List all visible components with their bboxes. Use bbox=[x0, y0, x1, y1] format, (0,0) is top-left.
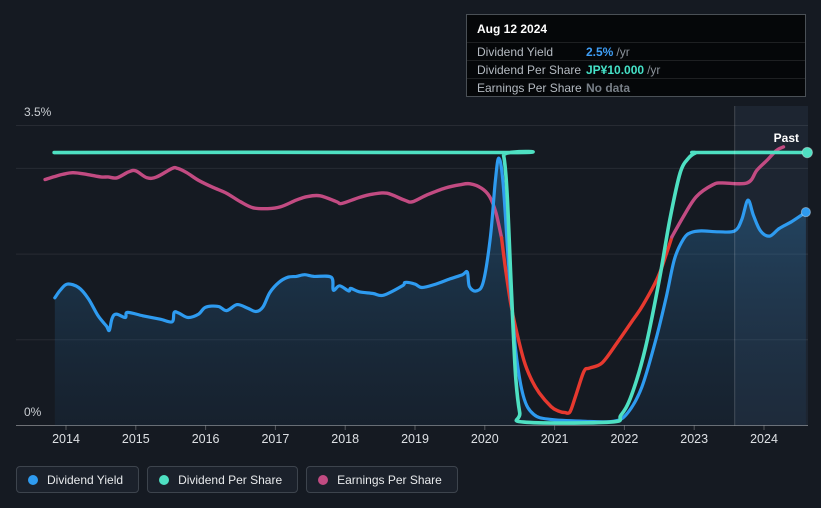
legend-dot-icon bbox=[318, 474, 329, 485]
legend-item-dividend-yield[interactable]: Dividend Yield bbox=[16, 466, 140, 493]
tooltip-row-earnings-per-share: Earnings Per Share No data bbox=[467, 78, 805, 96]
x-tick-label-2019: 2019 bbox=[401, 432, 429, 446]
x-tick-label-2020: 2020 bbox=[471, 432, 499, 446]
legend-dot-icon bbox=[28, 474, 38, 485]
tooltip-value: JP¥10.000 bbox=[586, 62, 645, 77]
tooltip-date: Aug 12 2024 bbox=[477, 22, 548, 36]
dividend-per-share-line bbox=[52, 149, 810, 425]
legend-label: Earnings Per Share bbox=[337, 472, 442, 487]
chart-legend: Dividend Yield Dividend Per Share Earnings… bbox=[16, 466, 458, 493]
tooltip-row-dividend-per-share: Dividend Per Share JP¥10.000 /yr bbox=[467, 60, 805, 78]
tooltip-value: No data bbox=[586, 80, 631, 95]
x-tick-label-2015: 2015 bbox=[122, 432, 150, 446]
y-axis-label-zero: 0% bbox=[24, 405, 42, 419]
x-tick-label-2022: 2022 bbox=[610, 432, 638, 446]
tooltip-row-dividend-yield: Dividend Yield 2.5% /yr bbox=[467, 42, 805, 60]
legend-item-dividend-per-share[interactable]: Dividend Per Share bbox=[147, 466, 299, 493]
dividend-yield-line bbox=[53, 156, 808, 424]
earnings-per-share-line-2 bbox=[670, 145, 786, 239]
x-tick-label-2017: 2017 bbox=[261, 432, 289, 446]
legend-label: Dividend Per Share bbox=[178, 472, 283, 487]
tooltip-label: Earnings Per Share bbox=[477, 80, 582, 95]
dividend-yield-area bbox=[54, 158, 806, 426]
x-tick-label-2016: 2016 bbox=[192, 432, 220, 446]
x-tick-label-2018: 2018 bbox=[331, 432, 359, 446]
earnings-per-share-line-0 bbox=[43, 165, 504, 240]
y-axis-label-max: 3.5% bbox=[24, 105, 52, 119]
tooltip-value-suffix: /yr bbox=[616, 44, 630, 59]
legend-label: Dividend Yield bbox=[47, 472, 124, 487]
tooltip-value-suffix: /yr bbox=[647, 62, 661, 77]
earnings-per-share-line-1 bbox=[499, 235, 674, 415]
x-tick-label-2021: 2021 bbox=[541, 432, 569, 446]
tooltip-label: Dividend Yield bbox=[477, 44, 554, 59]
x-tick-label-2023: 2023 bbox=[680, 432, 708, 446]
x-tick-label-2024: 2024 bbox=[750, 432, 778, 446]
x-tick-label-2014: 2014 bbox=[52, 432, 80, 446]
tooltip-value: 2.5% bbox=[586, 44, 614, 59]
dividend-yield-current-dot bbox=[800, 206, 811, 218]
tooltip-label: Dividend Per Share bbox=[477, 62, 582, 77]
legend-dot-icon bbox=[159, 474, 170, 485]
past-region-label: Past bbox=[773, 131, 799, 145]
dividend-per-share-current-dot bbox=[801, 146, 813, 159]
chart-tooltip: Aug 12 2024 Dividend Yield 2.5% /yr Divi… bbox=[466, 14, 806, 97]
legend-item-earnings-per-share[interactable]: Earnings Per Share bbox=[306, 466, 458, 493]
